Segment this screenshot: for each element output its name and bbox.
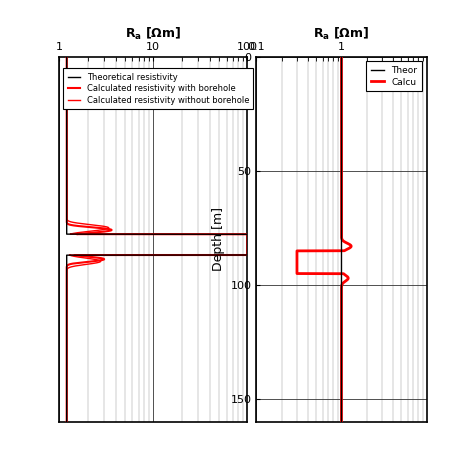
Legend: Theoretical resistivity, Calculated resistivity with borehole, Calculated resist: Theoretical resistivity, Calculated resi… bbox=[64, 68, 254, 109]
Legend: Theor, Calcu: Theor, Calcu bbox=[366, 62, 422, 91]
X-axis label: $\mathbf{R_a\ [\Omega m]}$: $\mathbf{R_a\ [\Omega m]}$ bbox=[313, 26, 370, 42]
X-axis label: $\mathbf{R_a\ [\Omega m]}$: $\mathbf{R_a\ [\Omega m]}$ bbox=[125, 26, 182, 42]
Y-axis label: Depth [m]: Depth [m] bbox=[212, 207, 225, 272]
